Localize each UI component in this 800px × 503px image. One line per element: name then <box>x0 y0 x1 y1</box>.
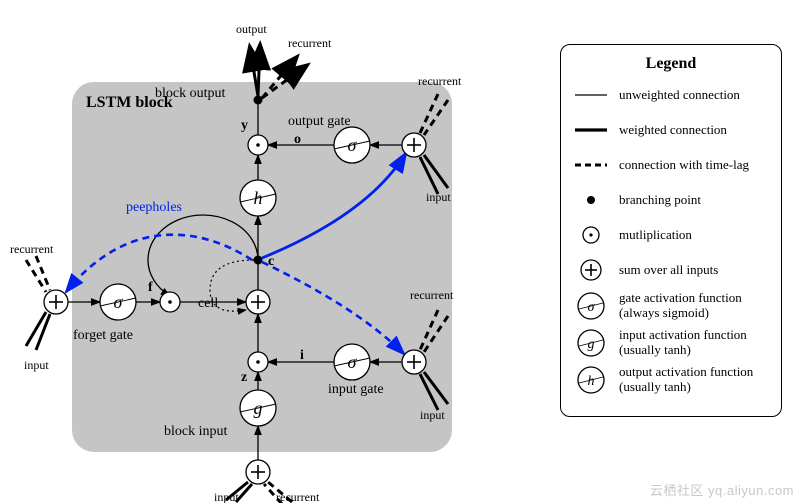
label-output-top: output <box>236 22 267 37</box>
sym-i: i <box>300 348 304 364</box>
label-cell: cell <box>198 296 218 312</box>
g-activation: g <box>240 390 276 426</box>
lstm-diagram: g h σ σ σ LSTM block block output output… <box>0 0 800 503</box>
sigma-o: σ <box>334 127 370 163</box>
svg-text:g: g <box>588 337 595 352</box>
label-forget-gate: forget gate <box>73 328 133 344</box>
svg-text:h: h <box>588 374 595 389</box>
label-peepholes: peepholes <box>126 200 182 216</box>
sigma-f: σ <box>100 284 136 320</box>
svg-text:σ: σ <box>588 300 596 315</box>
legend-title: Legend <box>573 55 769 73</box>
label-input-i: input <box>420 408 445 423</box>
watermark: 云栖社区 yq.aliyun.com <box>650 480 794 499</box>
sym-f: f <box>148 280 153 296</box>
legend-box: Legend unweighted connection weighted co… <box>560 44 782 417</box>
label-recurrent-o: recurrent <box>418 74 461 89</box>
label-recurrent-b: recurrent <box>276 490 319 503</box>
label-input-o: input <box>426 190 451 205</box>
sym-z: z <box>241 370 247 386</box>
sigma-i: σ <box>334 344 370 380</box>
label-input-gate: input gate <box>328 382 384 398</box>
sym-y: y <box>241 118 248 134</box>
label-output-gate: output gate <box>288 114 351 130</box>
h-activation: h <box>240 180 276 216</box>
label-input-f: input <box>24 358 49 373</box>
label-input-b: input <box>214 490 239 503</box>
sym-c: c <box>268 254 274 270</box>
label-block-input: block input <box>164 424 227 440</box>
sym-o: o <box>294 132 301 148</box>
legend-row: unweighted connection <box>573 81 769 109</box>
label-recurrent-f: recurrent <box>10 242 53 257</box>
label-recurrent-i: recurrent <box>410 288 453 303</box>
label-recurrent-top: recurrent <box>288 36 331 51</box>
label-block-output: block output <box>155 86 225 102</box>
sum-node <box>246 460 270 484</box>
